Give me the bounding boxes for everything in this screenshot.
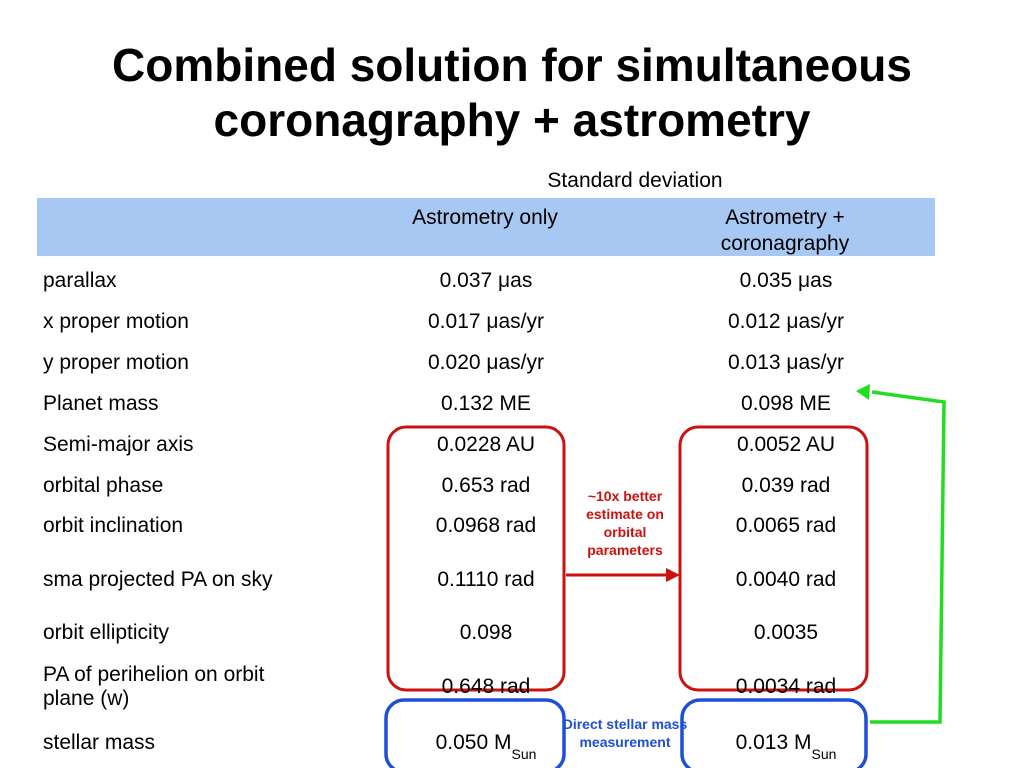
- value-astrometry-coronagraphy: 0.098 ME: [741, 392, 831, 415]
- value-astrometry-only: 0.0228 AU: [436, 433, 536, 456]
- row-label: sma projected PA on sky: [43, 568, 273, 591]
- stellar-mass-unit-sub-a: Sun: [511, 746, 537, 762]
- row-label: Semi-major axis: [43, 433, 194, 456]
- value-astrometry-only: 0.648 rad: [441, 675, 531, 698]
- row-label: orbital phase: [43, 474, 164, 497]
- slide-title: Combined solution for simultaneous coron…: [0, 38, 1024, 148]
- column-header-b-line-2: coronagraphy: [720, 232, 850, 255]
- orbital-arrow-head: [666, 568, 680, 582]
- note-line: ~10x better: [587, 488, 663, 504]
- value-astrometry-only: 0.0968 rad: [435, 514, 537, 537]
- value-astrometry-coronagraphy: 0.039 rad: [741, 474, 831, 497]
- std-deviation-label: Standard deviation: [547, 169, 723, 192]
- row-label: stellar mass: [43, 731, 156, 754]
- row-label: x proper motion: [43, 310, 189, 333]
- value-astrometry-coronagraphy: 0.013 μas/yr: [728, 351, 844, 374]
- value-astrometry-only: 0.098: [459, 621, 513, 644]
- column-header-astrometry-only: Astrometry only: [412, 206, 558, 229]
- stellar-mass-note: Direct stellar mass measurement: [550, 715, 700, 751]
- row-label-line-2: plane (w): [43, 687, 130, 710]
- title-line-1: Combined solution for simultaneous: [112, 39, 912, 91]
- note-line: measurement: [579, 734, 671, 750]
- stellar-mass-value-b: 0.013 M: [735, 731, 812, 754]
- value-astrometry-coronagraphy: 0.012 μas/yr: [728, 310, 844, 333]
- row-label: y proper motion: [43, 351, 189, 374]
- value-astrometry-only: 0.132 ME: [441, 392, 531, 415]
- value-astrometry-coronagraphy: 0.0034 rad: [735, 675, 837, 698]
- stellar-mass-value-a: 0.050 M: [435, 731, 512, 754]
- orbital-improvement-note: ~10x better estimate on orbital paramete…: [570, 487, 680, 559]
- column-header-b-line-1: Astrometry +: [725, 206, 845, 229]
- title-line-2: coronagraphy + astrometry: [213, 94, 811, 146]
- note-line: estimate on: [586, 506, 664, 522]
- note-line: parameters: [587, 542, 663, 558]
- note-line: orbital: [603, 524, 647, 540]
- note-line: Direct stellar mass: [562, 716, 688, 732]
- value-astrometry-coronagraphy: 0.013 MSun: [680, 731, 892, 766]
- row-label: Planet mass: [43, 392, 159, 415]
- value-astrometry-only: 0.037 μas: [439, 269, 533, 292]
- row-label-line-1: PA of perihelion on orbit: [43, 663, 265, 686]
- value-astrometry-coronagraphy: 0.035 μas: [739, 269, 833, 292]
- orbital-params-box-right: [678, 425, 869, 692]
- value-astrometry-coronagraphy: 0.0040 rad: [735, 568, 837, 591]
- value-astrometry-only: 0.1110 rad: [437, 568, 535, 591]
- table-header-band: [37, 198, 935, 256]
- row-label: orbit inclination: [43, 514, 184, 537]
- value-astrometry-coronagraphy: 0.0035: [753, 621, 819, 644]
- row-label: orbit ellipticity: [43, 621, 170, 644]
- value-astrometry-only: 0.020 μas/yr: [428, 351, 544, 374]
- row-label: PA of perihelion on orbit plane (w): [43, 663, 343, 711]
- value-astrometry-only: 0.017 μas/yr: [428, 310, 544, 333]
- column-header-astrometry-coronagraphy: Astrometry + coronagraphy: [660, 205, 910, 257]
- value-astrometry-coronagraphy: 0.0065 rad: [735, 514, 837, 537]
- value-astrometry-coronagraphy: 0.0052 AU: [736, 433, 836, 456]
- orbital-params-box-left: [386, 425, 566, 692]
- row-label: parallax: [43, 269, 117, 292]
- stellar-mass-unit-sub-b: Sun: [811, 746, 837, 762]
- value-astrometry-only: 0.653 rad: [441, 474, 531, 497]
- value-astrometry-only: 0.050 MSun: [380, 731, 592, 766]
